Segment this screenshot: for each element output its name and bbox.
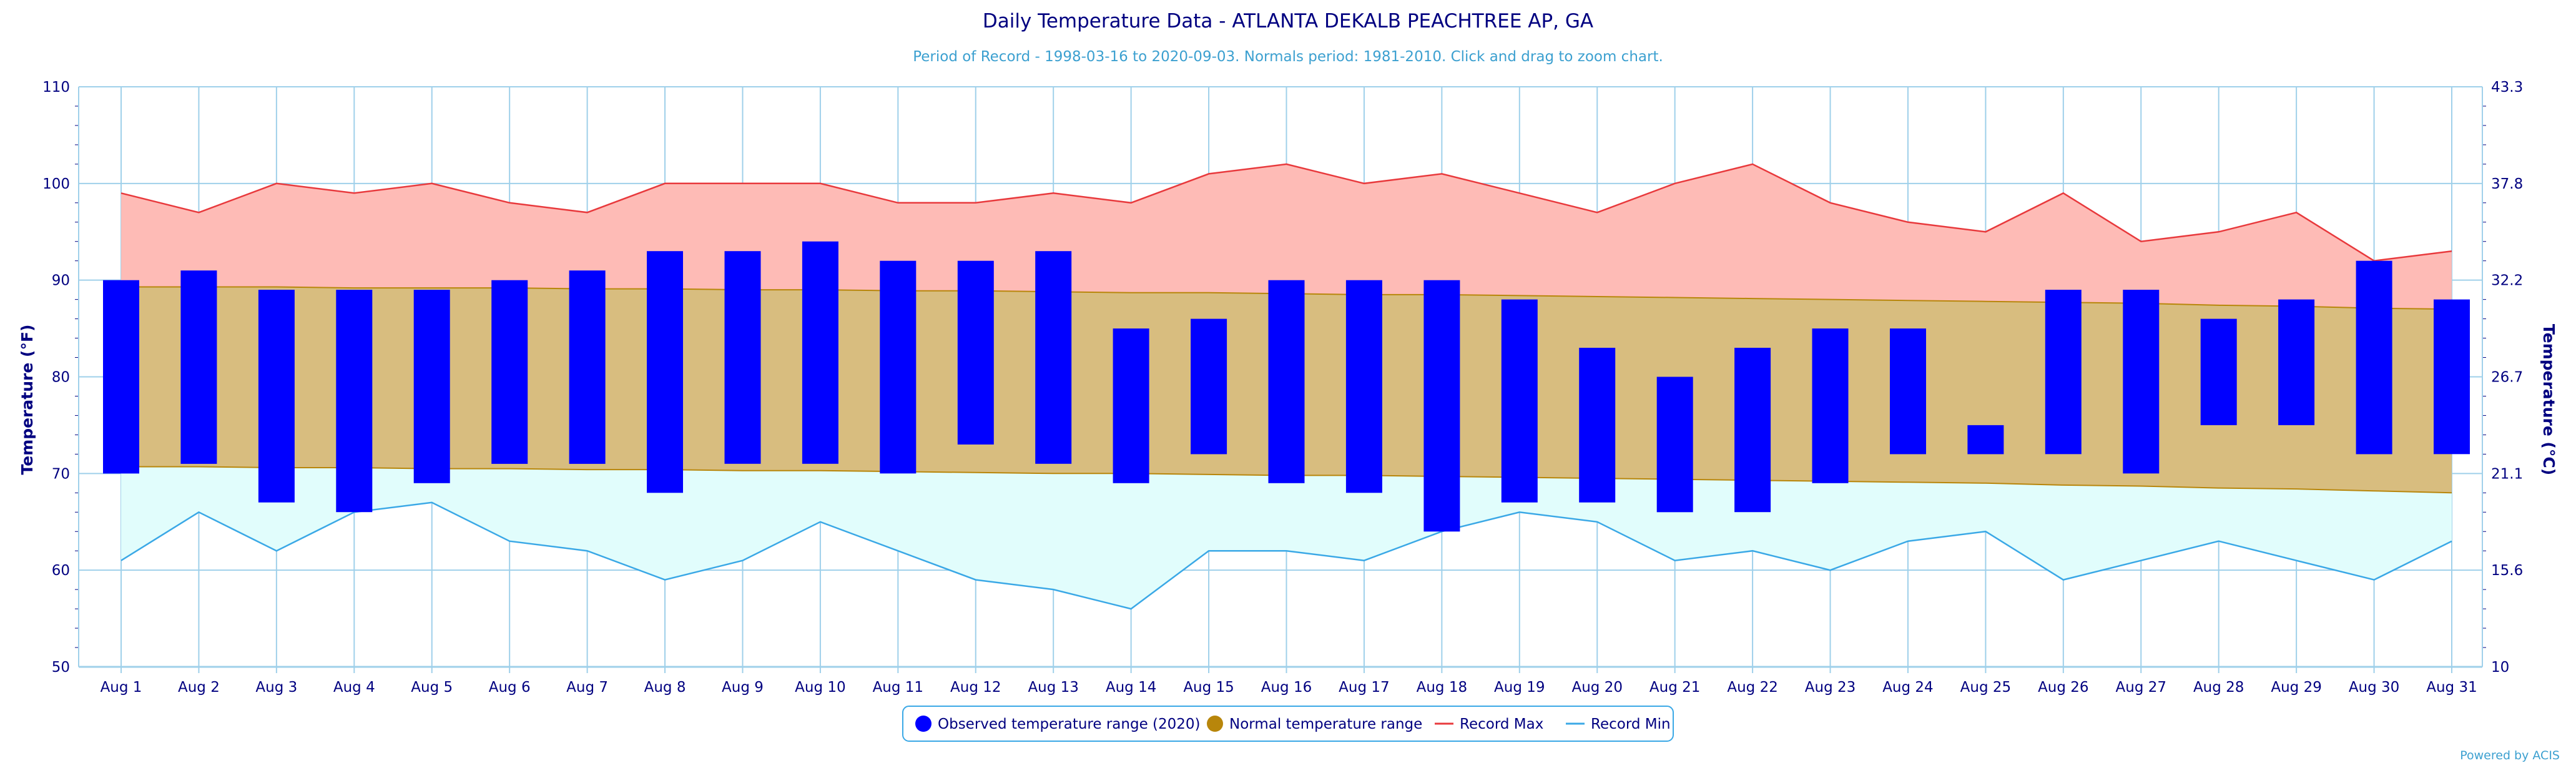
x-tick-label: Aug 11 <box>873 679 924 696</box>
observed-bar <box>180 270 217 464</box>
x-tick-label: Aug 18 <box>1417 679 1468 696</box>
observed-bar <box>1268 280 1305 483</box>
observed-bar <box>2434 299 2470 455</box>
x-tick-label: Aug 20 <box>1571 679 1623 696</box>
y-tick-label: 80 <box>52 370 70 386</box>
legend-normal-marker <box>1207 716 1223 732</box>
x-tick-label: Aug 31 <box>2426 679 2477 696</box>
observed-bar <box>1734 348 1771 513</box>
x-tick-label: Aug 14 <box>1106 679 1157 696</box>
y-tick-label: 100 <box>42 176 70 192</box>
observed-bar <box>2200 318 2237 425</box>
x-tick-label: Aug 25 <box>1960 679 2012 696</box>
observed-bar <box>1812 328 1849 483</box>
observed-bar <box>1423 280 1460 532</box>
observed-bar <box>413 290 450 483</box>
observed-bar <box>1656 377 1693 513</box>
x-tick-label: Aug 21 <box>1649 679 1701 696</box>
y-tick-label: 110 <box>42 79 70 96</box>
x-tick-label: Aug 27 <box>2116 679 2167 696</box>
x-tick-label: Aug 10 <box>795 679 846 696</box>
observed-bar <box>2356 260 2392 455</box>
x-tick-label: Aug 16 <box>1261 679 1312 696</box>
y2-tick-label: 43.3 <box>2491 79 2523 96</box>
observed-bar <box>1191 318 1227 455</box>
x-tick-label: Aug 30 <box>2349 679 2400 696</box>
y-tick-label: 70 <box>52 466 70 482</box>
record-min-line <box>120 501 2452 610</box>
x-tick-label: Aug 26 <box>2038 679 2089 696</box>
x-tick-label: Aug 28 <box>2193 679 2244 696</box>
legend-item-observed[interactable]: Observed temperature range (2020) <box>938 716 1201 732</box>
y2-axis-title: Temperature (°C) <box>2540 324 2558 475</box>
credit-link[interactable]: Powered by ACIS <box>2460 749 2560 762</box>
x-tick-label: Aug 6 <box>489 679 531 696</box>
x-tick-label: Aug 7 <box>566 679 608 696</box>
record-max-band <box>121 164 2452 310</box>
x-tick-label: Aug 23 <box>1805 679 1856 696</box>
y-tick-label: 60 <box>52 563 70 579</box>
y-axis-title: Temperature (°F) <box>18 325 36 475</box>
x-tick-label: Aug 4 <box>333 679 375 696</box>
y2-tick-label: 26.7 <box>2491 370 2523 386</box>
x-tick-label: Aug 5 <box>411 679 453 696</box>
observed-bar <box>957 260 994 445</box>
legend-item-normal[interactable]: Normal temperature range <box>1229 716 1422 732</box>
chart-title: Daily Temperature Data - ATLANTA DEKALB … <box>983 10 1593 32</box>
observed-bar <box>1113 328 1149 483</box>
x-tick-label: Aug 24 <box>1882 679 1934 696</box>
x-tick-label: Aug 3 <box>255 679 297 696</box>
observed-bar <box>2278 299 2315 425</box>
x-tick-label: Aug 8 <box>644 679 686 696</box>
record-min-band <box>121 466 2452 609</box>
chart-subtitle: Period of Record - 1998-03-16 to 2020-09… <box>913 49 1663 65</box>
observed-bar <box>1501 299 1538 503</box>
legend-item-record-min[interactable]: Record Min <box>1591 716 1671 732</box>
observed-bar <box>802 241 838 464</box>
y2-tick-label: 10 <box>2491 659 2509 676</box>
x-tick-label: Aug 15 <box>1183 679 1234 696</box>
legend-box <box>902 706 1674 742</box>
x-tick-label: Aug 17 <box>1339 679 1390 696</box>
observed-bar <box>491 280 528 464</box>
observed-bar <box>880 260 917 474</box>
legend[interactable]: Observed temperature range (2020) Normal… <box>902 706 1674 742</box>
observed-bar <box>569 270 606 464</box>
observed-bar <box>1890 328 1926 455</box>
x-tick-label: Aug 19 <box>1494 679 1545 696</box>
observed-bar <box>336 290 373 513</box>
x-tick-label: Aug 13 <box>1028 679 1079 696</box>
y2-tick-label: 37.8 <box>2491 176 2523 192</box>
y2-tick-label: 21.1 <box>2491 466 2523 482</box>
observed-bar <box>724 251 761 464</box>
x-tick-label: Aug 29 <box>2271 679 2322 696</box>
observed-bar <box>1579 348 1616 503</box>
observed-bars <box>103 241 2470 532</box>
y-tick-label: 50 <box>52 659 70 676</box>
x-tick-label: Aug 22 <box>1727 679 1778 696</box>
y-tick-label: 90 <box>52 273 70 289</box>
legend-item-record-max[interactable]: Record Max <box>1460 716 1543 732</box>
axis-ticks: 50 60 70 80 90 100 110 10 15.6 21.1 26.7 32.2 37.8 43… <box>42 79 2523 696</box>
observed-bar <box>2045 290 2082 455</box>
x-tick-label: Aug 1 <box>101 679 142 696</box>
x-tick-label: Aug 9 <box>722 679 764 696</box>
observed-bar <box>103 280 139 474</box>
observed-bar <box>1035 251 1072 464</box>
y2-tick-label: 15.6 <box>2491 563 2523 579</box>
observed-bar <box>258 290 295 503</box>
observed-bar <box>1967 425 2004 455</box>
x-tick-label: Aug 2 <box>178 679 220 696</box>
observed-bar <box>2123 290 2160 474</box>
observed-bar <box>1345 280 1382 493</box>
legend-observed-marker <box>915 716 932 732</box>
y2-tick-label: 32.2 <box>2491 273 2523 289</box>
observed-bar <box>647 251 683 493</box>
x-tick-label: Aug 12 <box>950 679 1001 696</box>
record-max-line <box>120 163 2452 262</box>
